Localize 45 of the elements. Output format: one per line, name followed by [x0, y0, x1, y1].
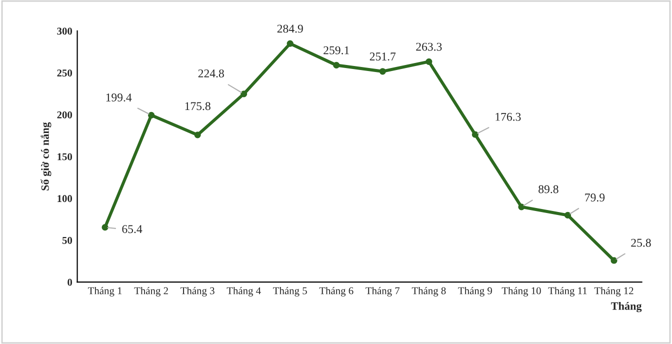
x-tick-label: Tháng 12 — [594, 286, 634, 296]
point — [379, 68, 386, 75]
point — [472, 131, 478, 138]
point — [426, 58, 432, 65]
y-tick-label: 150 — [58, 153, 72, 160]
point — [564, 212, 572, 218]
point — [240, 90, 248, 98]
y-axis-title: Số giờ có nắng — [40, 122, 52, 190]
y-tick-label: 300 — [57, 28, 72, 35]
data-label: 79.9 — [585, 194, 605, 202]
x-tick-label: Tháng 8 — [412, 286, 446, 296]
x-tick-label: Tháng 11 — [548, 286, 587, 296]
data-label: 259.1 — [324, 46, 349, 54]
point — [194, 132, 201, 138]
data-label: 65.4 — [122, 225, 142, 234]
y-tick-label: 0 — [68, 278, 72, 286]
y-tick-label: 200 — [57, 111, 72, 118]
data-label: 284.9 — [277, 24, 303, 33]
data-label: 263.3 — [416, 42, 442, 51]
x-tick-label: Tháng 5 — [273, 286, 307, 296]
y-tick-label: 250 — [57, 70, 72, 77]
x-tick-label: Tháng 7 — [366, 286, 400, 296]
data-label: 176.3 — [496, 112, 521, 121]
data-label: 175.8 — [185, 102, 210, 110]
x-axis-title: Tháng — [611, 302, 642, 312]
data-label: 25.8 — [631, 238, 651, 247]
x-tick-label: Tháng 10 — [502, 286, 541, 296]
x-tick-label: Tháng 2 — [134, 286, 168, 296]
point — [518, 204, 525, 210]
x-tick-label: Tháng 4 — [226, 286, 261, 296]
x-tick-label: Tháng 6 — [319, 286, 354, 296]
point — [102, 224, 108, 231]
x-tick-label: Tháng 9 — [458, 286, 492, 296]
x-tick-label: Tháng 3 — [180, 286, 214, 296]
point — [333, 62, 340, 68]
point — [610, 257, 618, 264]
point — [148, 112, 155, 118]
data-label: 251.7 — [370, 52, 396, 61]
y-tick-label: 100 — [58, 195, 72, 202]
data-label: 89.8 — [538, 185, 558, 194]
x-tick-label: Tháng 1 — [88, 286, 122, 296]
data-label: 224.8 — [198, 69, 224, 78]
data-label: 199.4 — [106, 94, 132, 102]
y-tick-label: 50 — [62, 236, 72, 244]
point — [286, 40, 294, 47]
